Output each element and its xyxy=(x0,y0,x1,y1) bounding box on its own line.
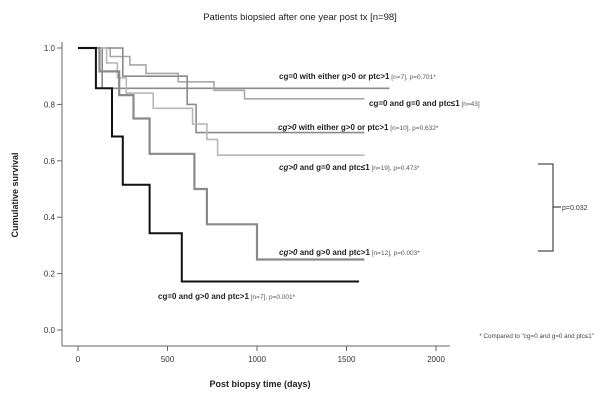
x-tick-label: 1500 xyxy=(338,355,356,364)
y-ticks: 0.0 0.2 0.4 0.6 0.8 1.0 xyxy=(44,44,62,335)
survival-curve-1 xyxy=(78,47,390,90)
series-labels: cg=0 with either g>0 or ptc>1 [n=7], p=0… xyxy=(158,72,480,301)
y-tick-label: 0.2 xyxy=(44,270,56,279)
y-axis-label: Cumulative survival xyxy=(10,152,20,237)
label-cgpos-either: cg>0 with either g>0 or ptc>1 [n=10], p=… xyxy=(278,123,439,132)
comparison-bracket xyxy=(538,163,554,252)
bracket-p-value: p=0.032 xyxy=(562,205,588,212)
survival-curve-3 xyxy=(78,47,365,134)
chart-title: Patients biopsied after one year post tx… xyxy=(203,12,397,23)
x-tick-label: 0 xyxy=(76,355,81,364)
survival-curve-5 xyxy=(78,46,365,261)
label-cg0-all-zero: cg=0 and g=0 and ptc≤1 [n=43] xyxy=(369,99,480,108)
survival-curve-6 xyxy=(78,47,359,283)
footnote: * Compared to "cg=0 and g=0 and ptc≤1" xyxy=(479,333,594,340)
survival-curve-4 xyxy=(78,47,365,156)
y-tick-label: 1.0 xyxy=(44,44,56,53)
y-tick-label: 0.8 xyxy=(44,100,56,109)
survival-curve-2 xyxy=(78,47,365,100)
y-tick-label: 0.4 xyxy=(44,213,56,222)
x-tick-label: 1000 xyxy=(248,355,266,364)
x-tick-label: 500 xyxy=(161,355,175,364)
y-tick-label: 0.0 xyxy=(44,326,56,335)
x-axis-label: Post biopsy time (days) xyxy=(209,379,310,389)
label-cg0-gpos: cg=0 and g>0 and ptc>1 [n=7], p=0.001* xyxy=(158,292,296,301)
x-tick-label: 2000 xyxy=(427,355,445,364)
x-ticks: 0 500 1000 1500 2000 xyxy=(76,346,445,364)
label-cgpos-gpos: cg>0 and g>0 and ptc>1 [n=12], p=0.003* xyxy=(279,248,420,257)
axes xyxy=(61,42,450,347)
survival-curves xyxy=(78,46,390,283)
label-cg0-either: cg=0 with either g>0 or ptc>1 [n=7], p=0… xyxy=(279,72,436,81)
label-cgpos-g0: cg>0 and g=0 and ptc≤1 [n=19], p=0.473* xyxy=(279,163,420,172)
y-tick-label: 0.6 xyxy=(44,157,56,166)
